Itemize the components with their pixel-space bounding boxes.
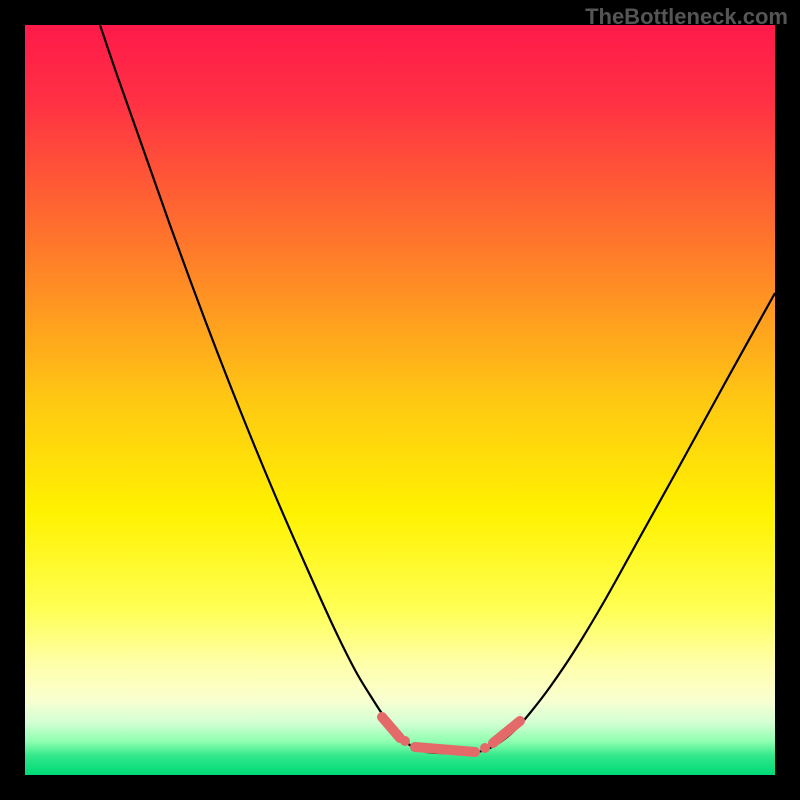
gradient-background — [25, 25, 775, 775]
plot-area — [25, 25, 775, 775]
marker-dot — [480, 743, 490, 753]
figure-container: TheBottleneck.com — [0, 0, 800, 800]
chart-svg — [25, 25, 775, 775]
watermark-text: TheBottleneck.com — [585, 4, 788, 30]
marker-dot — [400, 736, 410, 746]
marker-segment — [415, 747, 475, 752]
